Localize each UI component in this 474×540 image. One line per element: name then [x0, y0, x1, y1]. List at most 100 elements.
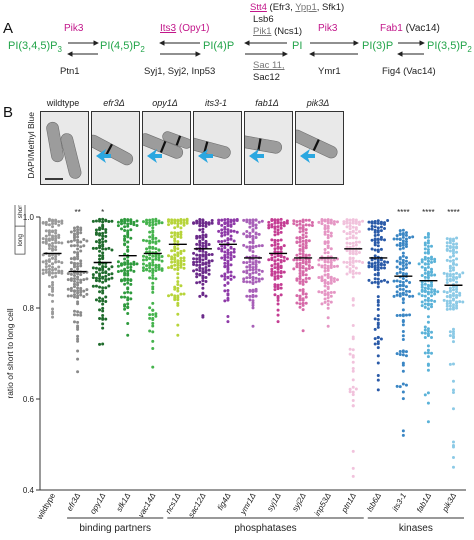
data-point [270, 256, 274, 260]
x-tick-label: sfk1Δ [115, 492, 133, 514]
data-point [455, 271, 459, 275]
data-point [248, 260, 252, 264]
data-point [329, 234, 333, 238]
data-point [254, 294, 258, 298]
data-point [351, 218, 355, 222]
data-point [242, 232, 246, 236]
data-point [207, 272, 211, 276]
data-point [148, 230, 152, 234]
data-point [301, 270, 305, 274]
data-point [157, 258, 161, 262]
data-point [326, 299, 330, 303]
data-point [72, 274, 76, 278]
data-point [126, 249, 130, 253]
data-point [141, 262, 145, 266]
data-point [433, 288, 437, 292]
data-point [395, 279, 399, 283]
data-point [223, 277, 227, 281]
data-point [445, 244, 449, 248]
data-point [98, 238, 102, 242]
data-point [107, 284, 111, 288]
data-point [398, 262, 402, 266]
data-point [76, 339, 80, 343]
data-point [451, 388, 455, 392]
data-point [226, 293, 230, 297]
data-point [173, 237, 177, 241]
data-point [329, 281, 333, 285]
data-point [451, 440, 455, 444]
data-point [254, 226, 258, 230]
data-point [176, 235, 180, 239]
data-point [98, 268, 102, 272]
data-point [57, 223, 61, 227]
data-point [451, 330, 455, 334]
data-point [445, 258, 449, 262]
data-point [448, 330, 452, 334]
data-point [276, 270, 280, 274]
data-point [310, 265, 314, 269]
data-point [76, 291, 80, 295]
data-point [72, 238, 76, 242]
data-point [220, 256, 224, 260]
data-point [373, 317, 377, 321]
data-point [351, 378, 355, 382]
data-point [276, 313, 280, 317]
data-point [301, 258, 305, 262]
data-point [101, 286, 105, 290]
data-point [79, 228, 83, 232]
data-point [376, 295, 380, 299]
data-point [248, 245, 252, 249]
data-point [69, 244, 73, 248]
yeast-cell [245, 134, 283, 154]
data-point [229, 218, 233, 222]
data-point [401, 349, 405, 353]
data-point [398, 294, 402, 298]
data-point [148, 313, 152, 317]
data-point [423, 289, 427, 293]
data-point [148, 245, 152, 249]
data-point [426, 351, 430, 355]
data-point [357, 240, 361, 244]
data-point [242, 280, 246, 284]
data-point [192, 251, 196, 255]
data-point [351, 221, 355, 225]
yeast-cell [143, 133, 184, 159]
data-point [451, 297, 455, 301]
data-point [123, 228, 127, 232]
data-point [182, 218, 186, 222]
data-point [51, 247, 55, 251]
data-point [60, 219, 64, 223]
data-point [76, 313, 80, 317]
data-point [433, 257, 437, 261]
data-point [307, 223, 311, 227]
data-point [201, 258, 205, 262]
data-point [348, 390, 352, 394]
data-point [220, 274, 224, 278]
data-point [395, 265, 399, 269]
data-point [448, 289, 452, 293]
data-point [201, 218, 205, 222]
data-point [154, 257, 158, 261]
data-point [41, 268, 45, 272]
data-point [323, 284, 327, 288]
data-point [248, 263, 252, 267]
x-tick-label: inp53Δ [313, 492, 333, 518]
data-point [295, 262, 299, 266]
data-point [173, 233, 177, 237]
data-point [251, 324, 255, 328]
data-point [376, 219, 380, 223]
data-point [201, 224, 205, 228]
data-point [176, 272, 180, 276]
data-point [248, 280, 252, 284]
data-point [426, 299, 430, 303]
data-point [148, 241, 152, 245]
data-point [104, 230, 108, 234]
data-point [373, 277, 377, 281]
data-point [398, 244, 402, 248]
data-point [379, 337, 383, 341]
data-point [245, 276, 249, 280]
data-point [329, 300, 333, 304]
data-point [41, 260, 45, 264]
data-point [51, 262, 55, 266]
data-point [101, 217, 105, 221]
